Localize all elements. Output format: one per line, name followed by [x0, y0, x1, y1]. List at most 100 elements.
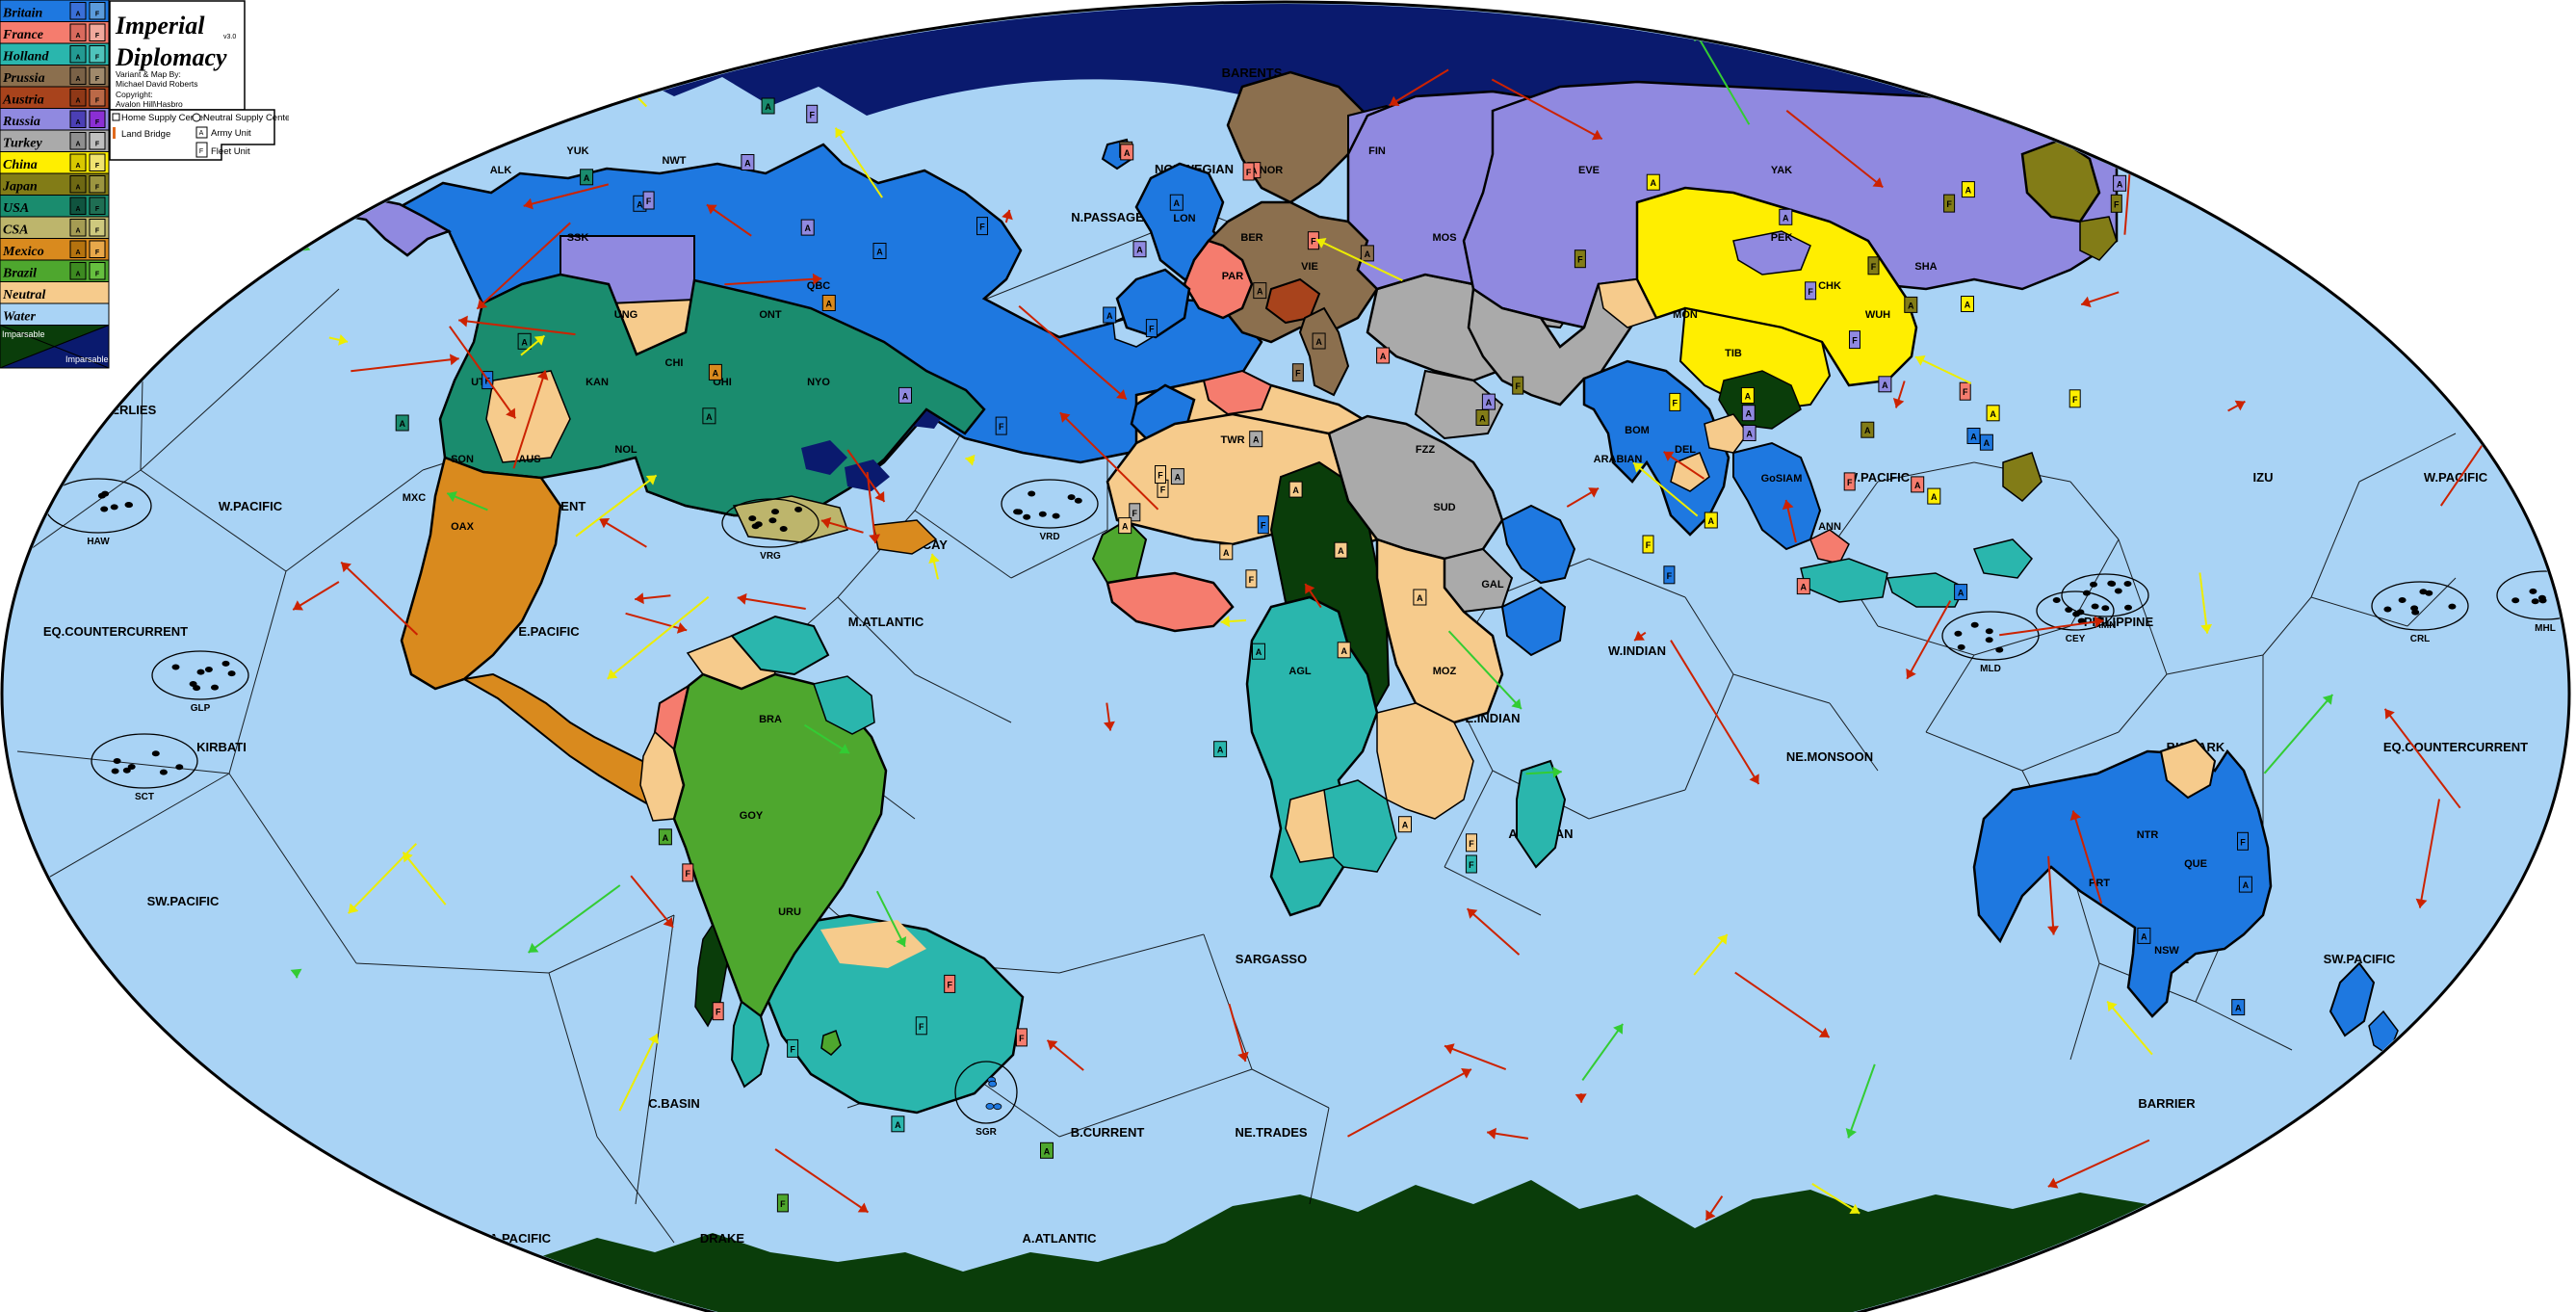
svg-text:F: F	[1469, 860, 1474, 870]
svg-text:A: A	[1970, 433, 1977, 442]
svg-text:F: F	[95, 12, 100, 18]
svg-text:Prussia: Prussia	[3, 71, 45, 86]
svg-text:A: A	[876, 248, 883, 257]
svg-text:ONT: ONT	[759, 309, 782, 321]
svg-text:F: F	[1847, 478, 1853, 487]
svg-text:A: A	[1292, 485, 1299, 495]
svg-text:W.INDIAN: W.INDIAN	[1608, 643, 1666, 658]
svg-text:EVE: EVE	[1578, 165, 1600, 176]
svg-text:F: F	[1149, 325, 1155, 334]
svg-text:F: F	[95, 33, 100, 39]
svg-text:A: A	[706, 412, 713, 422]
svg-text:Land Bridge: Land Bridge	[121, 129, 170, 140]
svg-text:F: F	[1646, 540, 1652, 550]
svg-text:F: F	[1673, 398, 1678, 407]
svg-text:EQ.COUNTERCURRENT: EQ.COUNTERCURRENT	[2383, 740, 2528, 754]
svg-text:F: F	[95, 142, 100, 148]
svg-text:BOM: BOM	[1625, 425, 1650, 436]
svg-text:F: F	[1249, 575, 1255, 585]
svg-text:A: A	[1124, 148, 1131, 158]
svg-text:A: A	[637, 199, 643, 209]
svg-text:NOR: NOR	[1260, 165, 1284, 176]
svg-text:A: A	[75, 12, 80, 18]
svg-text:GAL: GAL	[1481, 579, 1504, 590]
svg-text:Neutral Supply Center: Neutral Supply Center	[203, 113, 289, 123]
svg-text:A: A	[713, 368, 719, 378]
svg-text:F: F	[95, 185, 100, 192]
svg-text:VIE: VIE	[1301, 261, 1318, 273]
svg-text:A: A	[1174, 198, 1181, 208]
svg-text:A: A	[1380, 352, 1387, 361]
svg-text:WUH: WUH	[1865, 309, 1890, 321]
svg-text:A: A	[1315, 337, 1322, 347]
svg-text:A: A	[75, 185, 80, 192]
svg-text:F: F	[716, 1008, 721, 1017]
svg-text:A: A	[1746, 430, 1753, 439]
svg-text:YAK: YAK	[1771, 165, 1792, 176]
svg-text:Holland: Holland	[2, 50, 49, 65]
svg-text:F: F	[947, 980, 952, 989]
svg-text:A: A	[1908, 301, 1914, 310]
svg-text:YUK: YUK	[566, 145, 588, 157]
svg-text:HAW: HAW	[87, 537, 110, 547]
svg-text:Army Unit: Army Unit	[211, 128, 251, 139]
svg-text:Japan: Japan	[2, 180, 38, 195]
svg-text:GOY: GOY	[740, 810, 764, 822]
svg-text:F: F	[999, 422, 1004, 432]
svg-text:A: A	[75, 272, 80, 278]
svg-text:A: A	[1651, 178, 1657, 188]
svg-text:F: F	[95, 55, 100, 62]
svg-text:KAN: KAN	[585, 377, 609, 388]
svg-text:SW.PACIFIC: SW.PACIFIC	[147, 894, 220, 908]
svg-text:NWT: NWT	[662, 155, 686, 167]
svg-text:PRT: PRT	[2089, 878, 2110, 889]
svg-text:A: A	[75, 98, 80, 105]
svg-text:KIRBATI: KIRBATI	[196, 740, 247, 754]
svg-text:A: A	[1257, 287, 1263, 297]
svg-text:GLP: GLP	[191, 703, 211, 714]
svg-text:Water: Water	[3, 310, 37, 325]
svg-text:F: F	[1667, 571, 1673, 581]
svg-text:F: F	[1295, 369, 1301, 379]
svg-text:A: A	[1931, 492, 1938, 502]
svg-text:Diplomacy: Diplomacy	[115, 43, 227, 71]
svg-text:CHK: CHK	[1818, 280, 1841, 292]
svg-text:A: A	[75, 163, 80, 170]
svg-text:F: F	[95, 163, 100, 170]
svg-text:A: A	[804, 223, 811, 233]
svg-text:Variant & Map By:: Variant & Map By:	[116, 69, 181, 79]
svg-text:Neutral: Neutral	[2, 288, 45, 302]
svg-text:F: F	[1946, 199, 1952, 209]
svg-text:F: F	[2114, 199, 2120, 209]
svg-text:TIB: TIB	[1725, 348, 1742, 359]
svg-text:ANN: ANN	[1818, 521, 1841, 533]
svg-text:A.ATLANTIC: A.ATLANTIC	[1022, 1231, 1097, 1246]
svg-text:Britain: Britain	[2, 7, 42, 21]
svg-text:NYO: NYO	[807, 377, 830, 388]
svg-text:A: A	[826, 300, 833, 309]
svg-text:QBC: QBC	[807, 280, 831, 292]
svg-text:Russia: Russia	[2, 115, 40, 129]
svg-text:ALK: ALK	[490, 165, 512, 176]
svg-text:USA: USA	[3, 201, 29, 216]
svg-text:A: A	[75, 33, 80, 39]
svg-text:A: A	[1256, 647, 1262, 657]
svg-text:A: A	[663, 833, 669, 843]
svg-text:A: A	[1175, 473, 1182, 483]
svg-text:MOS: MOS	[1432, 232, 1456, 244]
svg-text:A: A	[1745, 392, 1752, 402]
svg-text:F: F	[199, 148, 203, 155]
svg-text:SSK: SSK	[567, 232, 589, 244]
svg-text:China: China	[3, 158, 38, 172]
svg-text:URU: URU	[778, 906, 801, 918]
svg-text:A: A	[75, 119, 80, 126]
svg-text:F: F	[95, 119, 100, 126]
svg-text:A: A	[1958, 589, 1965, 598]
svg-text:F: F	[2072, 395, 2078, 405]
svg-text:A: A	[584, 173, 590, 183]
svg-text:A: A	[1984, 438, 1991, 448]
svg-text:SUD: SUD	[1433, 502, 1455, 513]
svg-text:W.PACIFIC: W.PACIFIC	[1846, 470, 1911, 485]
svg-text:CHI: CHI	[665, 357, 684, 369]
svg-text:Copyright:: Copyright:	[116, 90, 153, 99]
